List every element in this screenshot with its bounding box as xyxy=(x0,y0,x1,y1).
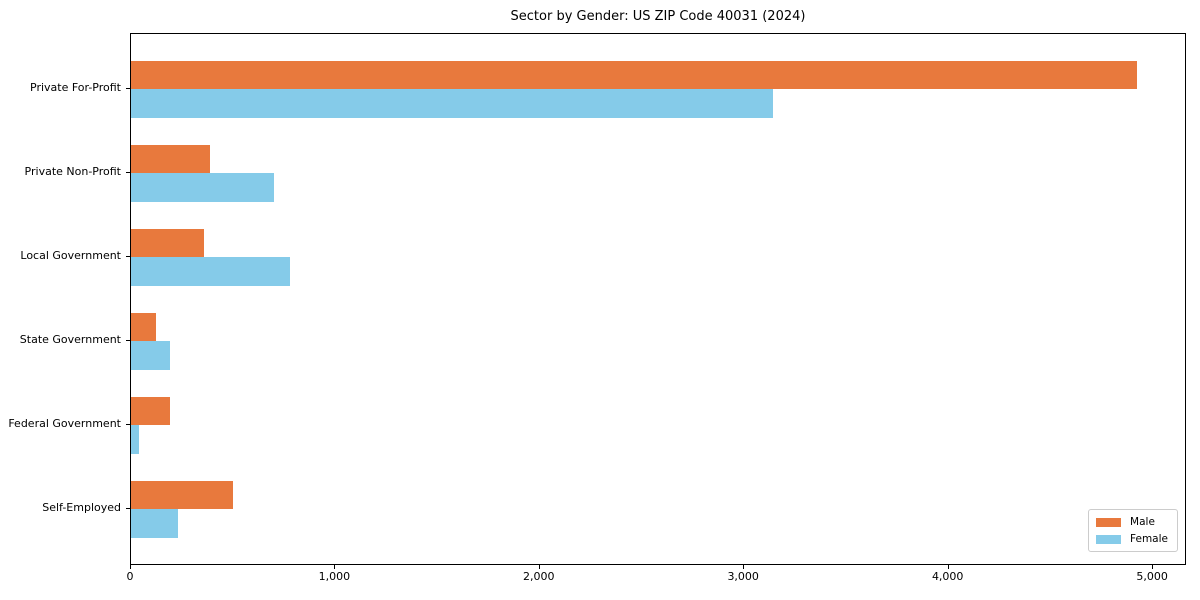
plot-area: Male Female xyxy=(130,33,1186,565)
legend: Male Female xyxy=(1088,509,1178,552)
y-tick-label-self-employed: Self-Employed xyxy=(42,501,121,514)
legend-entry-male: Male xyxy=(1096,516,1168,528)
x-tick-label-1000: 1,000 xyxy=(318,570,351,583)
bar-female-private-for-profit xyxy=(131,89,773,118)
bar-female-local-government xyxy=(131,257,291,286)
bar-male-private-for-profit xyxy=(131,60,1137,89)
bar-female-federal-government xyxy=(131,425,140,454)
x-tick-mark-4000 xyxy=(947,565,949,569)
legend-swatch-male xyxy=(1096,517,1122,527)
x-tick-mark-0 xyxy=(130,565,131,569)
legend-label-male: Male xyxy=(1130,516,1155,528)
y-tick-mark-state-government xyxy=(126,340,130,341)
y-tick-mark-private-non-profit xyxy=(126,172,130,173)
x-tick-mark-3000 xyxy=(743,565,745,569)
x-tick-mark-5000 xyxy=(1152,565,1154,569)
y-tick-mark-federal-government xyxy=(126,424,130,425)
bar-male-self-employed xyxy=(131,480,234,509)
y-tick-label-federal-government: Federal Government xyxy=(8,417,121,430)
y-tick-label-local-government: Local Government xyxy=(20,249,121,262)
chart-title: Sector by Gender: US ZIP Code 40031 (202… xyxy=(510,9,806,24)
x-tick-label-5000: 5,000 xyxy=(1136,570,1168,583)
x-tick-label-4000: 4,000 xyxy=(931,570,964,583)
bar-male-local-government xyxy=(131,228,204,257)
legend-entry-female: Female xyxy=(1096,533,1168,545)
legend-swatch-female xyxy=(1096,534,1122,544)
x-tick-label-3000: 3,000 xyxy=(727,570,759,583)
y-tick-mark-self-employed xyxy=(126,508,130,509)
x-tick-mark-1000 xyxy=(334,565,336,569)
y-tick-label-private-for-profit: Private For-Profit xyxy=(30,81,121,94)
bar-female-state-government xyxy=(131,341,170,370)
y-tick-mark-private-for-profit xyxy=(126,88,130,89)
x-tick-label-0: 0 xyxy=(126,570,134,583)
y-tick-label-private-non-profit: Private Non-Profit xyxy=(24,165,121,178)
bar-male-federal-government xyxy=(131,396,170,425)
bar-male-state-government xyxy=(131,312,156,341)
bar-female-private-non-profit xyxy=(131,173,275,202)
y-tick-label-state-government: State Government xyxy=(19,333,121,346)
x-tick-mark-2000 xyxy=(538,565,540,569)
bar-male-private-non-profit xyxy=(131,144,210,173)
legend-label-female: Female xyxy=(1130,533,1168,545)
y-tick-mark-local-government xyxy=(126,256,130,257)
bar-female-self-employed xyxy=(131,509,178,538)
x-tick-label-2000: 2,000 xyxy=(523,570,555,583)
